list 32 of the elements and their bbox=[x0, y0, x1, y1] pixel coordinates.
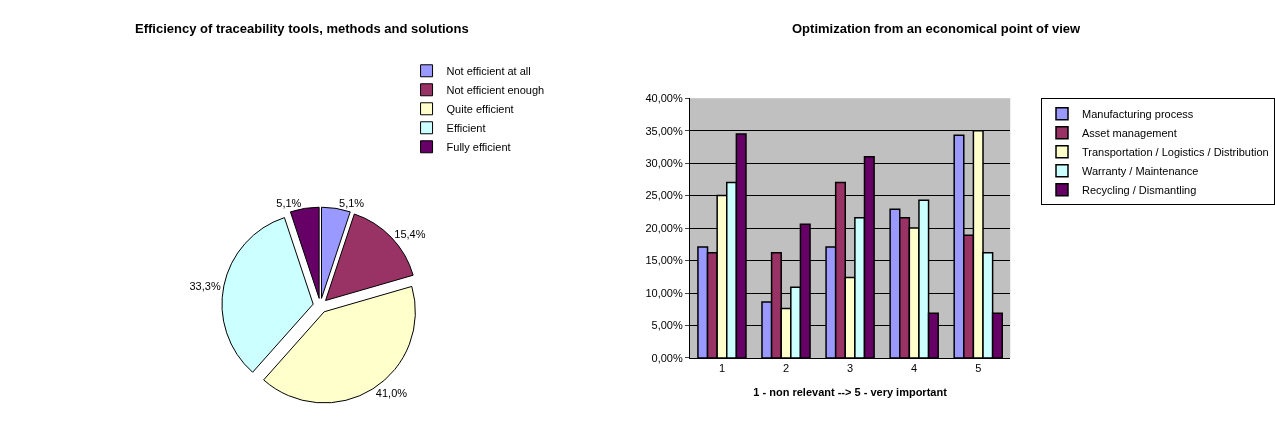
y-tick-label: 5,00% bbox=[651, 319, 683, 332]
legend-label: Quite efficient bbox=[446, 103, 514, 116]
y-tick-label: 30,00% bbox=[645, 156, 683, 169]
data-label: 15,4% bbox=[394, 228, 426, 241]
x-tick-label: 2 bbox=[782, 362, 790, 375]
legend-label: Fully efficient bbox=[446, 141, 511, 154]
x-tick-label: 3 bbox=[847, 362, 854, 375]
x-tick-label: 4 bbox=[911, 362, 918, 375]
legend-label: Recycling / Dismantling bbox=[1082, 183, 1197, 196]
y-tick-label: 10,00% bbox=[645, 286, 683, 299]
y-tick-label: 0,00% bbox=[651, 351, 683, 364]
y-tick-label: 15,00% bbox=[645, 254, 683, 267]
y-tick-label: 20,00% bbox=[645, 221, 683, 234]
data-label: 41,0% bbox=[375, 387, 408, 400]
x-axis-title: 1 - non relevant --> 5 - very important bbox=[753, 386, 948, 399]
legend-label: Not efficient enough bbox=[446, 84, 545, 97]
x-tick-label: 1 bbox=[718, 362, 726, 375]
y-tick-label: 40,00% bbox=[645, 92, 683, 105]
data-label: 5,1% bbox=[276, 196, 302, 209]
y-tick-label: 25,00% bbox=[645, 189, 683, 202]
chart-title: Efficiency of traceability tools, methods and solutions bbox=[135, 21, 469, 36]
legend-label: Transportation / Logistics / Distribution bbox=[1082, 145, 1269, 158]
legend-label: Asset management bbox=[1082, 126, 1177, 139]
legend-label: Not efficient at all bbox=[446, 65, 531, 78]
legend-label: Warranty / Maintenance bbox=[1082, 164, 1199, 177]
data-label: 33,3% bbox=[189, 279, 221, 292]
chart-title: Optimization from an economical point of view bbox=[792, 21, 1082, 36]
x-tick-label: 5 bbox=[975, 362, 982, 375]
y-tick-label: 35,00% bbox=[645, 124, 683, 137]
data-label: 5,1% bbox=[339, 196, 365, 209]
legend-label: Efficient bbox=[446, 122, 486, 135]
legend-label: Manufacturing process bbox=[1082, 107, 1194, 120]
